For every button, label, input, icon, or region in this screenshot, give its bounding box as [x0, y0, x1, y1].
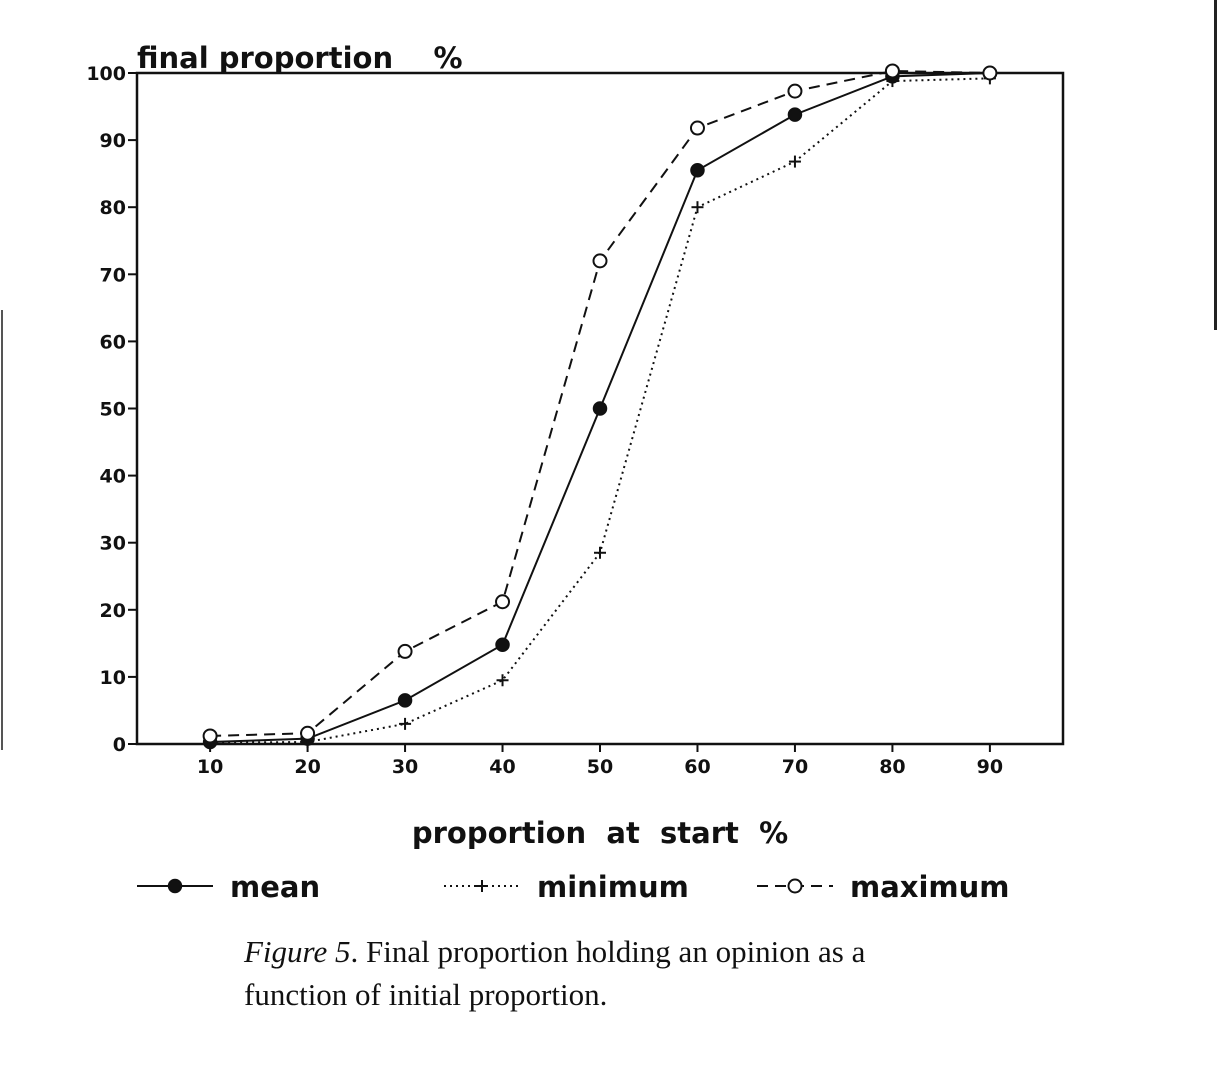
- data-point-mean: [787, 107, 803, 122]
- legend-marker: [476, 880, 488, 892]
- x-tick-label: 50: [587, 756, 613, 778]
- data-point-maximum: [689, 120, 705, 136]
- legend-marker: [787, 878, 803, 894]
- data-point-minimum: [691, 201, 704, 214]
- x-tick-label: 30: [392, 756, 418, 778]
- y-tick-label: 70: [100, 264, 126, 286]
- data-point-mean: [592, 401, 608, 416]
- legend: mean minimum maximum: [137, 870, 1010, 904]
- data-point-maximum: [202, 728, 218, 744]
- data-point-minimum: [788, 155, 801, 168]
- y-tick-label: 40: [100, 466, 126, 488]
- legend-label: maximum: [850, 870, 1010, 904]
- legend-item-mean: mean: [137, 870, 320, 904]
- y-tick-label: 100: [86, 63, 126, 85]
- x-tick-label: 90: [977, 756, 1003, 778]
- data-point-mean: [690, 163, 705, 178]
- y-tick-label: 20: [100, 600, 126, 622]
- y-tick-label: 10: [100, 667, 126, 689]
- figure-caption: Figure 5. Final proportion holding an op…: [244, 930, 944, 1016]
- data-point-maximum: [592, 253, 608, 269]
- legend-marker: [167, 878, 183, 894]
- x-tick-label: 60: [684, 756, 710, 778]
- scan-edge-line-left: [1, 310, 3, 750]
- y-axis-ticks: 0 10 20 30 40 50 60 70 80 90 100: [86, 63, 137, 756]
- data-point-maximum: [884, 63, 900, 79]
- series-minimum: [204, 72, 996, 749]
- x-tick-label: 70: [782, 756, 808, 778]
- data-point-maximum: [787, 83, 803, 99]
- caption-text: . Final proportion holding an opinion as…: [244, 934, 866, 1012]
- y-tick-label: 90: [100, 130, 126, 152]
- data-point-mean: [397, 693, 413, 708]
- data-point-minimum: [399, 717, 412, 730]
- data-point-maximum: [300, 725, 316, 741]
- x-tick-label: 20: [294, 756, 320, 778]
- data-point-minimum: [496, 674, 509, 687]
- caption-lead: Figure 5: [244, 934, 351, 969]
- x-tick-label: 10: [197, 756, 223, 778]
- scan-edge-line-right: [1214, 0, 1217, 330]
- legend-item-maximum: maximum: [757, 870, 1010, 904]
- data-point-maximum: [397, 643, 413, 659]
- x-tick-label: 80: [879, 756, 905, 778]
- x-axis-label: proportion at start %: [412, 816, 788, 850]
- y-tick-label: 80: [100, 197, 126, 219]
- series-maximum: [202, 63, 998, 744]
- x-tick-label: 40: [489, 756, 515, 778]
- legend-label: mean: [230, 870, 320, 904]
- data-point-maximum: [495, 594, 511, 610]
- line-chart: 0 10 20 30 40 50 60 70 80 90 100 10 20 30 40 50 60 70 80 9…: [86, 41, 1065, 904]
- legend-item-minimum: minimum: [444, 870, 689, 904]
- y-tick-label: 50: [100, 399, 126, 421]
- x-axis-ticks: 10 20 30 40 50 60 70 80 90: [197, 744, 1003, 778]
- data-point-maximum: [982, 65, 998, 81]
- y-tick-label: 30: [100, 533, 126, 555]
- legend-label: minimum: [537, 870, 689, 904]
- series-mean: [202, 65, 998, 750]
- y-axis-label: final proportion %: [137, 41, 463, 75]
- data-point-mean: [495, 637, 510, 652]
- series-layer: [202, 63, 998, 750]
- y-tick-label: 60: [100, 331, 126, 353]
- data-point-minimum: [594, 546, 606, 559]
- y-tick-label: 0: [113, 734, 126, 756]
